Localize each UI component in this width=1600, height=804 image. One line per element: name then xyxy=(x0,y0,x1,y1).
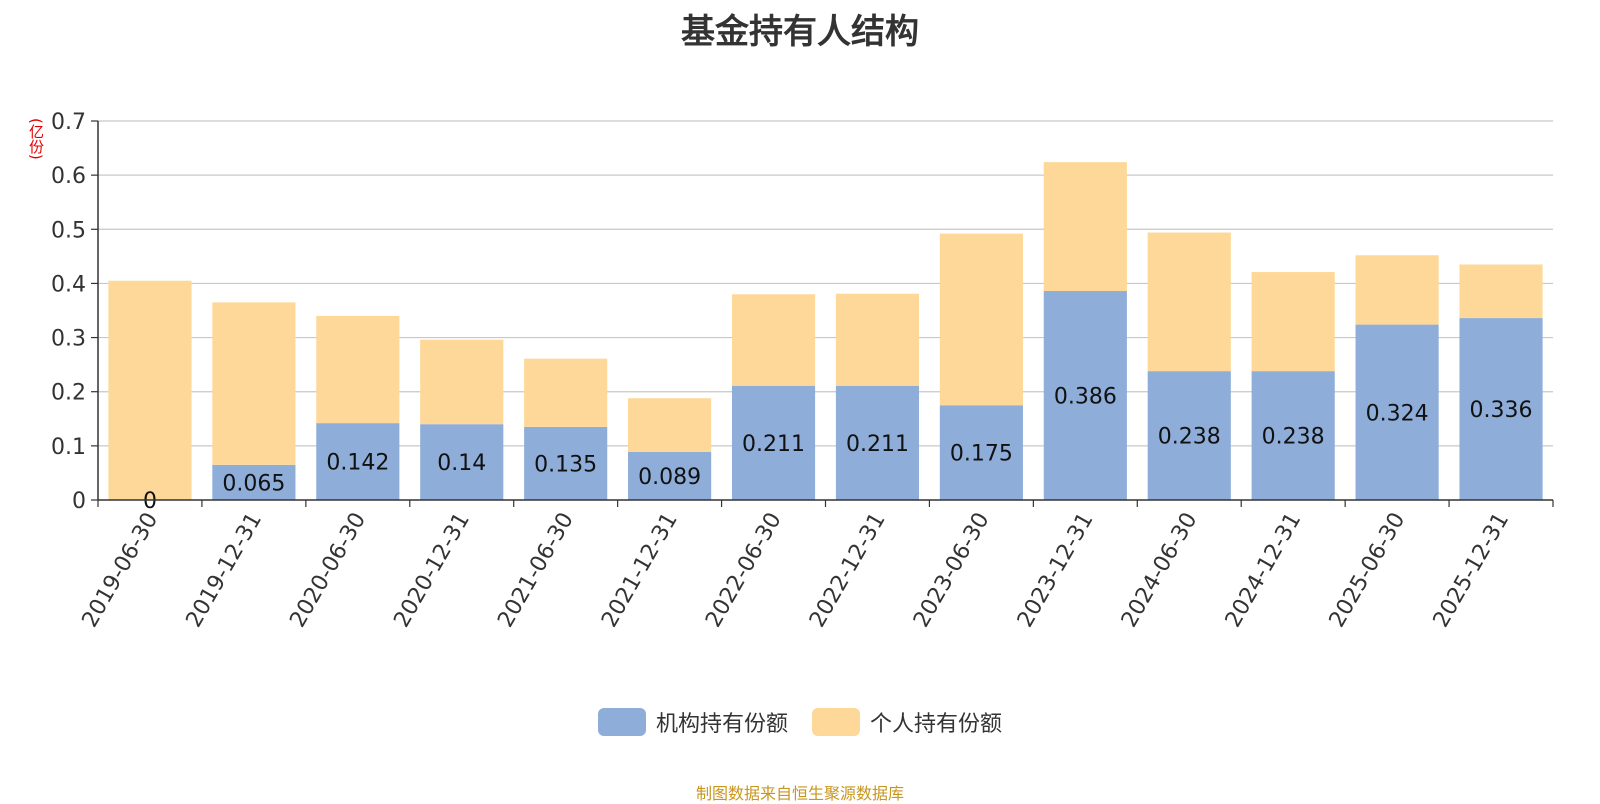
x-tick-label: 2023-12-31 xyxy=(1013,509,1099,632)
data-source-note: 制图数据来自恒生聚源数据库 xyxy=(695,784,904,803)
bar-institution xyxy=(628,451,712,500)
x-tick-label: 2024-12-31 xyxy=(1221,509,1307,632)
x-tick-label: 2022-12-31 xyxy=(805,509,891,632)
bar-individual xyxy=(835,293,920,386)
bar-individual xyxy=(628,398,712,452)
data-label-institution: 0.065 xyxy=(222,471,285,496)
chart-plot: 00.10.20.30.40.50.60.702019-06-300.06520… xyxy=(51,110,1554,632)
x-tick-label: 2024-06-30 xyxy=(1117,509,1203,632)
legend-item-individual[interactable]: 个人持有份额 xyxy=(812,706,1002,738)
legend: 机构持有份额 个人持有份额 xyxy=(0,706,1600,738)
data-label-institution: 0.336 xyxy=(1470,398,1533,423)
x-tick-label: 2020-12-31 xyxy=(389,509,475,632)
bar-institution xyxy=(835,385,920,500)
x-tick-label: 2019-06-30 xyxy=(78,509,164,632)
y-tick-label: 0.2 xyxy=(51,381,86,406)
data-label-institution: 0.238 xyxy=(1262,425,1325,450)
bar-institution xyxy=(731,385,816,500)
legend-label-institution: 机构持有份额 xyxy=(655,712,788,737)
x-tick-label: 2025-06-30 xyxy=(1325,509,1411,632)
x-tick-label: 2021-06-30 xyxy=(493,509,579,632)
bar-individual xyxy=(1147,232,1231,372)
legend-swatch-individual xyxy=(812,708,860,736)
legend-swatch-institution xyxy=(597,708,646,736)
bar-institution xyxy=(212,464,296,500)
chart-title: 基金持有人结构 xyxy=(681,12,919,52)
data-label-institution: 0.238 xyxy=(1158,425,1221,450)
bar-individual xyxy=(212,302,296,465)
legend-label-individual: 个人持有份额 xyxy=(870,712,1003,737)
bar-institution xyxy=(1251,371,1335,500)
x-tick-label: 2021-12-31 xyxy=(597,509,683,632)
bar-institution xyxy=(524,426,608,500)
x-tick-label: 2025-12-31 xyxy=(1429,509,1515,632)
y-tick-label: 0.1 xyxy=(51,435,86,460)
data-label-institution: 0.142 xyxy=(326,451,389,476)
data-label-institution: 0.175 xyxy=(950,442,1013,467)
bar-individual xyxy=(731,294,816,386)
bar-institution xyxy=(1459,318,1543,500)
y-tick-label: 0.7 xyxy=(51,110,86,135)
x-tick-label: 2020-06-30 xyxy=(285,509,371,632)
bar-institution xyxy=(1355,324,1439,500)
legend-item-institution[interactable]: 机构持有份额 xyxy=(597,706,788,738)
bar-individual xyxy=(1043,162,1127,292)
bar-individual xyxy=(1355,255,1439,325)
data-label-institution: 0.324 xyxy=(1366,401,1429,426)
y-axis-label: (亿份) xyxy=(27,118,45,160)
bar-institution xyxy=(316,423,400,500)
x-tick-label: 2019-12-31 xyxy=(182,509,268,632)
bar-individual xyxy=(316,315,400,424)
bar-individual xyxy=(524,358,608,427)
y-tick-label: 0.3 xyxy=(51,327,86,352)
x-tick-label: 2023-06-30 xyxy=(909,509,995,632)
data-label-institution: 0.135 xyxy=(534,452,597,477)
bar-individual xyxy=(1251,272,1335,372)
bar-institution xyxy=(1147,371,1231,500)
bar-individual xyxy=(420,339,504,425)
bar-institution xyxy=(1043,291,1127,500)
data-label-institution: 0.089 xyxy=(638,465,701,490)
data-label-institution: 0.14 xyxy=(437,451,486,476)
y-tick-label: 0.4 xyxy=(51,272,86,297)
x-tick-label: 2022-06-30 xyxy=(701,509,787,632)
data-label-institution: 0 xyxy=(143,489,157,514)
y-tick-label: 0.5 xyxy=(51,218,86,243)
bar-individual xyxy=(1459,264,1543,319)
y-tick-label: 0.6 xyxy=(51,164,86,189)
bar-individual xyxy=(108,280,192,500)
y-tick-label: 0 xyxy=(72,489,86,514)
bar-institution xyxy=(939,405,1023,500)
bar-institution xyxy=(420,424,504,500)
data-label-institution: 0.211 xyxy=(846,432,909,457)
bar-individual xyxy=(939,233,1023,406)
data-label-institution: 0.386 xyxy=(1054,385,1117,410)
data-label-institution: 0.211 xyxy=(742,432,805,457)
